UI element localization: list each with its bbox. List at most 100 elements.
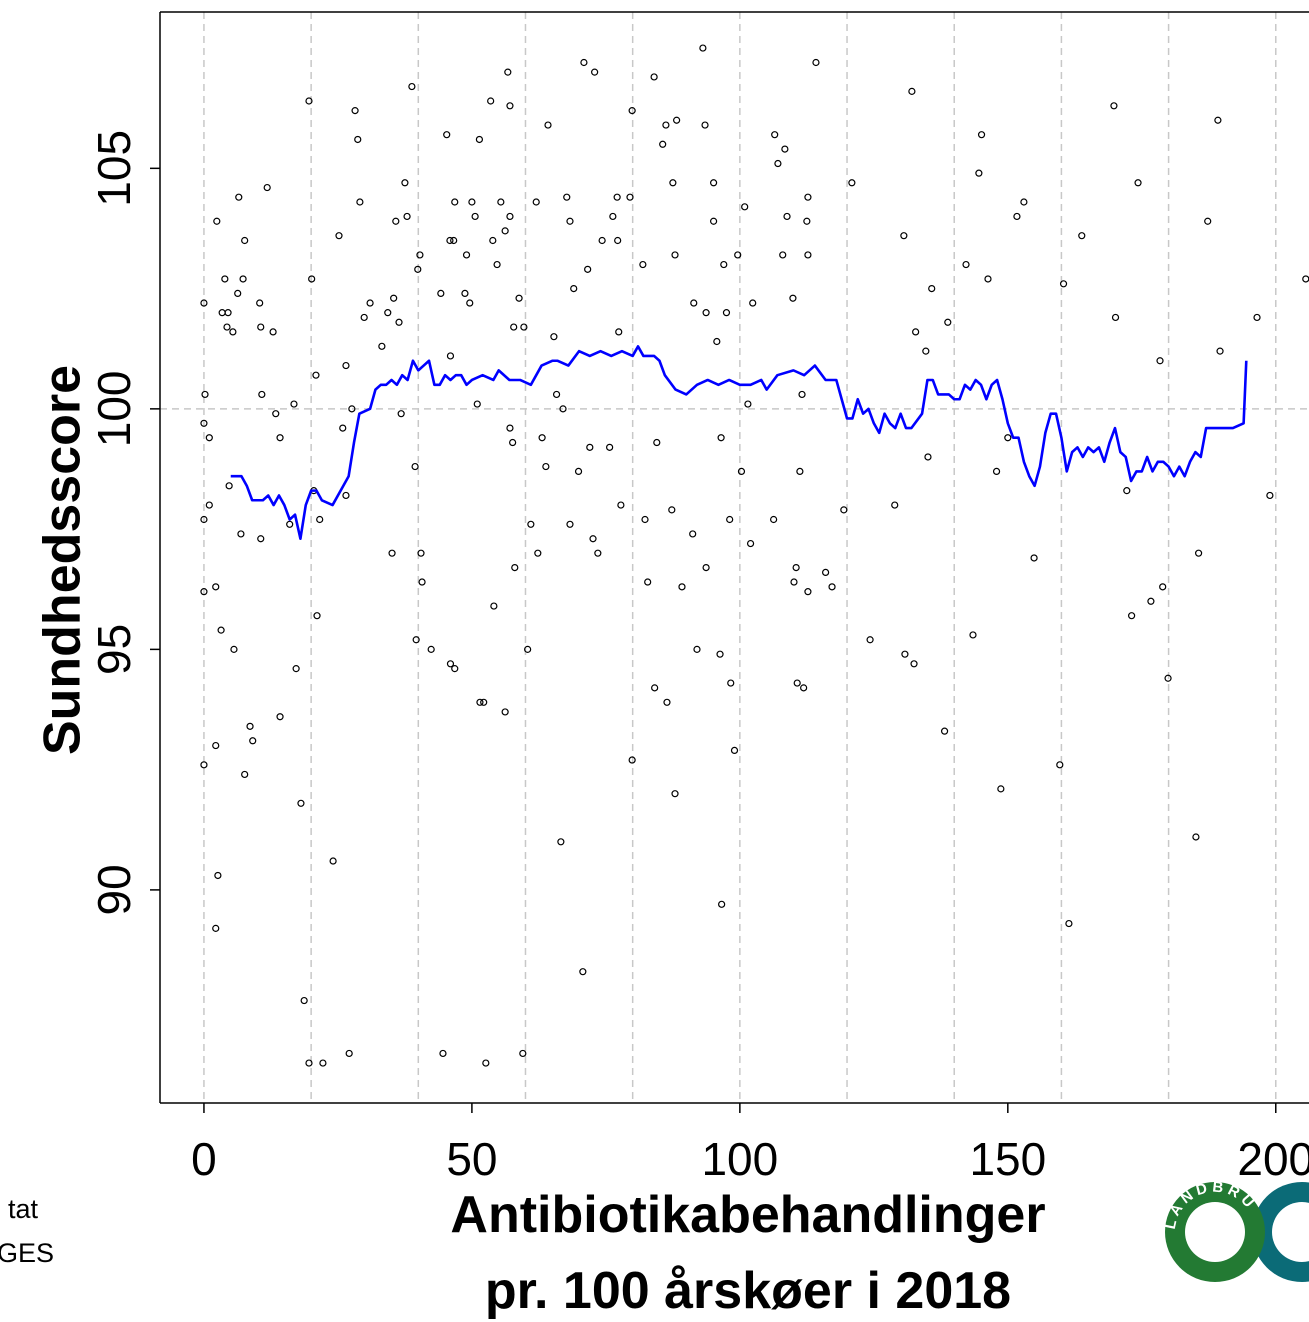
point (717, 434, 725, 442)
point (866, 636, 874, 644)
point (439, 1049, 447, 1058)
point (910, 660, 918, 668)
point (506, 102, 514, 110)
point (392, 217, 400, 225)
point (804, 193, 812, 201)
data (200, 44, 1309, 1067)
point (552, 390, 561, 399)
point (997, 785, 1005, 793)
point (1004, 434, 1012, 442)
point (589, 535, 597, 543)
point (538, 434, 546, 442)
point (506, 212, 514, 221)
point (690, 299, 698, 307)
point (1159, 583, 1167, 591)
point (566, 520, 574, 528)
x-tick-label: 0 (191, 1133, 217, 1185)
point (628, 756, 636, 764)
point (451, 665, 459, 673)
point (286, 520, 294, 528)
point (257, 323, 265, 331)
point (737, 467, 746, 475)
point (214, 871, 222, 880)
point (354, 135, 362, 144)
point (651, 684, 659, 692)
point (606, 443, 614, 451)
point (922, 347, 930, 355)
point (639, 260, 647, 269)
footer-text: GES (0, 1238, 54, 1268)
point (579, 968, 587, 976)
point (840, 506, 848, 514)
point (305, 1059, 313, 1067)
point (1266, 491, 1274, 500)
point (650, 73, 658, 81)
point (783, 212, 791, 221)
point (501, 227, 509, 235)
point (263, 183, 271, 192)
point (702, 309, 710, 317)
point (319, 1059, 327, 1067)
point (1216, 347, 1224, 355)
point (1192, 833, 1200, 841)
point (329, 857, 337, 865)
point (493, 260, 501, 269)
point (234, 289, 242, 298)
footer-text: tat (8, 1194, 39, 1224)
point (663, 698, 671, 706)
point (615, 328, 623, 336)
point (300, 996, 308, 1005)
point (722, 309, 731, 317)
point (790, 578, 798, 586)
point (975, 169, 983, 177)
point (200, 515, 208, 524)
x-tick-label: 100 (701, 1133, 778, 1185)
point (532, 198, 540, 206)
point (1147, 597, 1155, 605)
point (269, 328, 277, 336)
point (437, 289, 445, 298)
point (501, 708, 509, 716)
x-axis-label: Antibiotikabehandlinger (450, 1186, 1045, 1244)
point (671, 790, 679, 798)
logo-hole (1272, 1202, 1309, 1262)
point (511, 564, 519, 572)
point (200, 419, 208, 427)
point (659, 140, 667, 148)
point (812, 58, 820, 67)
point (626, 193, 634, 201)
point (559, 405, 567, 413)
point (408, 82, 416, 91)
point (342, 491, 350, 500)
point (828, 583, 836, 591)
point (1253, 313, 1261, 322)
point (290, 400, 298, 408)
point (669, 179, 677, 187)
point (217, 626, 225, 634)
point (720, 260, 728, 269)
point (414, 265, 422, 273)
point (713, 337, 721, 346)
point (504, 68, 512, 76)
point (992, 467, 1001, 475)
line (230, 345, 1248, 541)
point (796, 467, 804, 475)
point (335, 232, 343, 240)
point (770, 515, 778, 524)
point (471, 212, 479, 221)
point (584, 265, 592, 273)
point (480, 698, 488, 706)
point (730, 746, 739, 754)
point (241, 236, 249, 245)
point (388, 549, 396, 557)
point (412, 636, 420, 644)
point (822, 568, 830, 577)
point (397, 410, 405, 418)
point (212, 924, 220, 932)
point (984, 275, 992, 283)
y-axis-label: Sundhedsscore (34, 365, 92, 755)
point (308, 275, 316, 283)
point (212, 583, 220, 591)
point (276, 434, 284, 442)
point (527, 520, 535, 528)
